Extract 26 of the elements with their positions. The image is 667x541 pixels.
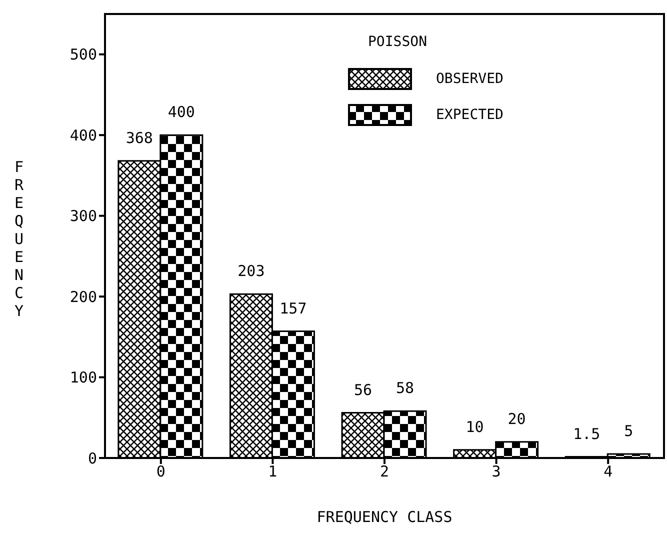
data-label: 5	[624, 422, 634, 440]
x-tick-label: 1	[268, 462, 278, 481]
data-label: 400	[168, 103, 195, 122]
data-label: 368	[126, 128, 153, 147]
x-axis-title: FREQUENCY CLASS	[316, 508, 454, 526]
x-tick-label: 4	[604, 462, 613, 481]
y-tick-label: 300	[70, 207, 97, 226]
x-tick-label: 3	[492, 462, 501, 481]
y-tick-label: 100	[70, 368, 97, 387]
x-tick-label: 0	[156, 462, 166, 481]
data-label: 56	[354, 380, 372, 399]
y-tick-label: 0	[88, 449, 97, 468]
x-tick-label: 2	[380, 462, 390, 481]
data-label: 203	[238, 262, 265, 280]
data-label: 1.5	[573, 424, 600, 443]
data-label: 20	[508, 410, 526, 428]
y-tick-label: 200	[70, 288, 97, 306]
data-label: 157	[280, 299, 307, 318]
legend-label: EXPECTED	[436, 107, 504, 123]
data-label: 10	[466, 418, 484, 436]
y-tick-label: 500	[70, 46, 97, 64]
text: FREQUENCY	[14, 158, 24, 320]
legend-label: OBSERVED	[436, 71, 504, 87]
text: POISSON	[368, 34, 428, 50]
y-tick-label: 400	[70, 126, 97, 144]
data-label: 58	[396, 379, 414, 398]
